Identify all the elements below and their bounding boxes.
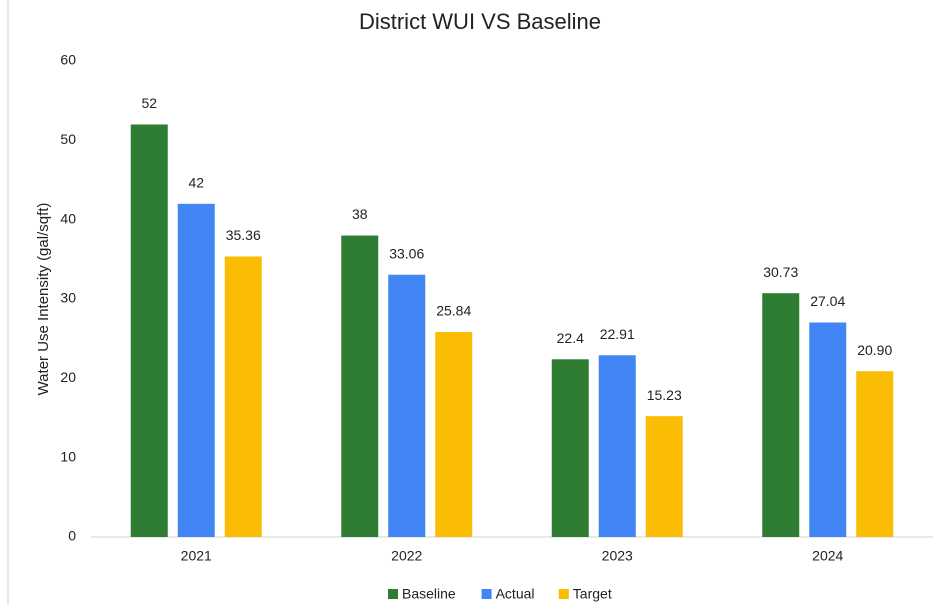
bar — [645, 416, 683, 537]
value-label: 22.4 — [557, 330, 584, 346]
x-tick-label: 2021 — [181, 548, 212, 564]
x-tick-label: 2024 — [812, 548, 843, 564]
x-tick-label: 2022 — [391, 548, 422, 564]
y-tick-label: 50 — [60, 131, 76, 147]
y-tick-label: 40 — [60, 210, 76, 226]
bar — [177, 203, 215, 538]
value-label: 20.90 — [857, 342, 892, 358]
value-label: 15.23 — [647, 387, 682, 403]
value-label: 42 — [188, 175, 204, 191]
y-tick-label: 10 — [60, 448, 76, 464]
x-tick-label: 2023 — [602, 548, 633, 564]
y-tick-label: 0 — [68, 528, 76, 544]
bar — [856, 371, 894, 537]
legend-label: Baseline — [402, 586, 456, 602]
bar — [598, 355, 636, 537]
bar — [130, 124, 168, 537]
legend-swatch — [558, 589, 569, 599]
bar — [762, 293, 800, 537]
legend-label: Target — [573, 586, 612, 602]
value-label: 30.73 — [763, 264, 798, 280]
bar — [435, 332, 473, 537]
y-tick-label: 60 — [60, 52, 76, 68]
value-label: 38 — [352, 206, 368, 222]
value-label: 35.36 — [226, 227, 261, 243]
y-tick-label: 30 — [60, 290, 76, 306]
chart-title: District WUI VS Baseline — [359, 9, 601, 34]
legend-swatch — [481, 589, 492, 599]
bar — [341, 235, 379, 538]
bar — [224, 256, 262, 537]
value-label: 33.06 — [389, 245, 424, 261]
bar — [388, 274, 426, 537]
value-label: 27.04 — [810, 293, 845, 309]
y-axis-label: Water Use Intensity (gal/sqft) — [35, 203, 52, 396]
bar — [551, 359, 589, 537]
value-label: 25.84 — [436, 303, 471, 319]
legend-label: Actual — [496, 586, 535, 602]
legend-swatch — [388, 589, 398, 599]
bar — [809, 322, 847, 537]
y-tick-label: 20 — [60, 369, 76, 385]
value-label: 22.91 — [600, 326, 635, 342]
value-label: 52 — [141, 95, 157, 111]
